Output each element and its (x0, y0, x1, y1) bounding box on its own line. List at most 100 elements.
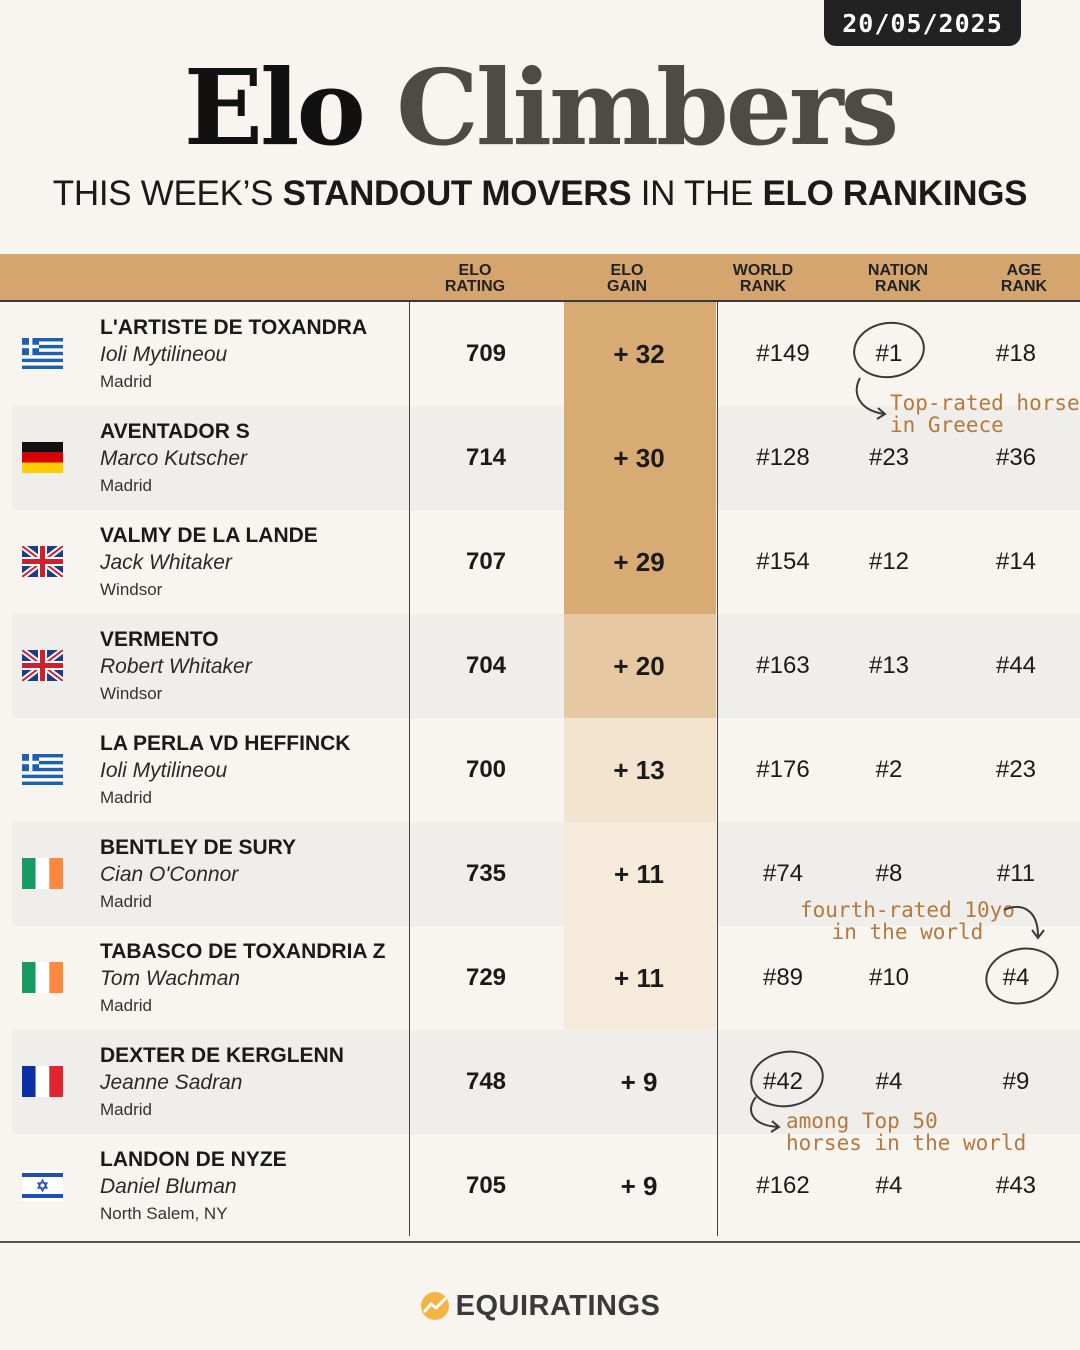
rider-name: Jack Whitaker (100, 551, 232, 574)
ireland-flag (22, 858, 63, 889)
venue: Madrid (100, 372, 152, 391)
uk-flag (20, 543, 65, 580)
elo-rating: 705 (465, 1172, 507, 1199)
horse-name: VERMENTO (100, 628, 219, 651)
elo-rating: 700 (465, 756, 507, 783)
subtitle-bold: ELO RANKINGS (762, 174, 1028, 213)
table-row: DEXTER DE KERGLENN Jeanne Sadran Madrid 748… (0, 1030, 1080, 1134)
greece-flag (22, 754, 63, 785)
rider-name: Marco Kutscher (100, 447, 248, 470)
elo-rating: 707 (465, 548, 507, 575)
venue: Madrid (100, 476, 152, 495)
horse-name: DEXTER DE KERGLENN (100, 1044, 344, 1067)
row-background (12, 1030, 1080, 1134)
gain-highlight (564, 822, 716, 926)
france-flag (22, 1066, 63, 1097)
header-world-rank: WORLD RANK (732, 262, 794, 295)
world-rank: #128 (756, 444, 810, 471)
horse-name: LA PERLA VD HEFFINCK (100, 732, 351, 755)
gain-highlight (564, 926, 716, 1030)
elo-gain: + 13 (613, 755, 665, 785)
title-word-elo: Elo (183, 46, 366, 169)
nation-rank: #4 (875, 1172, 903, 1199)
elo-rating: 714 (465, 444, 507, 471)
annotation-10yo: fourth-rated 10yo in the world (800, 898, 1015, 944)
row-background (12, 822, 1080, 926)
age-rank: #9 (1002, 1068, 1030, 1095)
rider-name: Daniel Bluman (100, 1175, 237, 1198)
nation-rank: #23 (868, 444, 910, 471)
gain-highlight (564, 614, 716, 718)
rider-name: Jeanne Sadran (100, 1071, 243, 1094)
equiratings-logo-icon (420, 1292, 449, 1320)
elo-gain: + 11 (614, 859, 664, 889)
elo-rating: 729 (465, 964, 507, 991)
curved-arrow-icon (1003, 906, 1045, 940)
table-row: VERMENTO Robert Whitaker Windsor 704 + 20 #16… (0, 614, 1080, 718)
header-elo-rating: ELO RATING (444, 262, 506, 295)
elo-rating: 748 (465, 1068, 507, 1095)
curved-arrow-icon (750, 1096, 781, 1133)
nation-rank: #2 (875, 756, 903, 783)
page-title: Elo Climbers (0, 48, 1080, 168)
age-rank: #11 (996, 860, 1036, 887)
table-row: BENTLEY DE SURY Cian O'Connor Madrid 735 + 1… (0, 822, 1080, 926)
world-rank: #89 (762, 964, 804, 991)
elo-gain: + 9 (620, 1067, 658, 1097)
world-rank: #163 (756, 652, 810, 679)
horse-name: LANDON DE NYZE (100, 1148, 287, 1171)
venue: Windsor (100, 580, 163, 599)
horse-name: AVENTADOR S (100, 420, 250, 443)
table-header: ELO RATING ELO GAIN WORLD RANK NATION RANK A… (0, 254, 1080, 302)
table-row: L'ARTISTE DE TOXANDRA Ioli Mytilineou Madr… (0, 302, 1080, 406)
world-rank: #149 (756, 340, 810, 367)
israel-flag (22, 1170, 63, 1201)
page-subtitle: THIS WEEK’S STANDOUT MOVERS IN THE ELO R… (0, 172, 1080, 216)
world-rank: #154 (756, 548, 810, 575)
elo-gain: + 20 (613, 651, 665, 681)
ireland-flag (22, 962, 63, 993)
rider-name: Cian O'Connor (100, 863, 239, 886)
nation-rank: #13 (868, 652, 910, 679)
nation-rank: #4 (875, 1068, 903, 1095)
table-row: LA PERLA VD HEFFINCK Ioli Mytilineou Madri… (0, 718, 1080, 822)
rider-name: Tom Wachman (100, 967, 241, 990)
elo-gain: + 29 (613, 547, 665, 577)
elo-gain: + 32 (613, 339, 665, 369)
rider-name: Ioli Mytilineou (100, 343, 228, 366)
rider-name: Ioli Mytilineou (100, 759, 228, 782)
age-rank: #14 (995, 548, 1037, 575)
subtitle-bold: STANDOUT MOVERS (282, 174, 632, 213)
gain-highlight (564, 302, 716, 406)
nation-rank: #12 (868, 548, 910, 575)
uk-flag (20, 647, 65, 684)
footer: EQUIRATINGS (0, 1286, 1080, 1326)
venue: Madrid (100, 892, 152, 911)
table-row: TABASCO DE TOXANDRIA Z Tom Wachman Madrid 7… (0, 926, 1080, 1030)
header-age-rank: AGE RANK (1000, 262, 1048, 295)
venue: Madrid (100, 788, 152, 807)
horse-name: L'ARTISTE DE TOXANDRA (100, 316, 368, 339)
venue: Madrid (100, 1100, 152, 1119)
horse-name: BENTLEY DE SURY (100, 836, 297, 859)
row-background (12, 614, 1080, 718)
greece-flag (22, 338, 63, 369)
elo-gain: + 11 (614, 963, 664, 993)
elo-rating: 709 (465, 340, 507, 367)
elo-gain: + 9 (620, 1171, 658, 1201)
elo-gain: + 30 (613, 443, 665, 473)
row-background (12, 406, 1080, 510)
table-row: VALMY DE LA LANDE Jack Whitaker Windsor 707… (0, 510, 1080, 614)
elo-rating: 704 (465, 652, 507, 679)
header-nation-rank: NATION RANK (867, 262, 929, 295)
venue: Windsor (100, 684, 163, 703)
subtitle-part: THIS WEEK’S (52, 174, 283, 213)
age-rank: #18 (995, 340, 1037, 367)
germany-flag (22, 442, 63, 473)
curved-arrow-icon (855, 377, 887, 420)
gain-highlight (564, 718, 716, 822)
world-rank: #162 (756, 1172, 810, 1199)
column-divider (409, 302, 410, 1236)
age-rank: #44 (995, 652, 1037, 679)
age-rank: #4 (1002, 964, 1030, 991)
